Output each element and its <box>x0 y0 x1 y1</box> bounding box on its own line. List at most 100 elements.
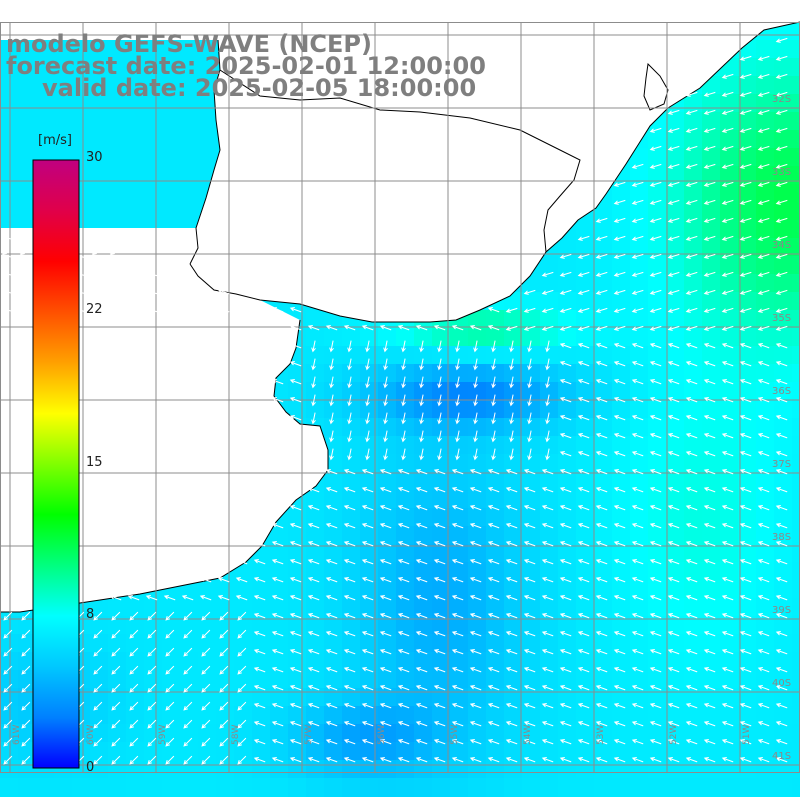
wind-cell <box>522 418 541 437</box>
wind-cell <box>774 670 793 689</box>
wind-cell <box>684 760 703 779</box>
wind-cell <box>342 490 361 509</box>
wind-arrow <box>325 649 338 655</box>
forecast-date: forecast date: 2025-02-01 12:00:00 <box>6 52 486 80</box>
wind-cell <box>18 148 37 167</box>
wind-arrow <box>649 415 662 421</box>
wind-cell <box>18 652 37 671</box>
wind-cell <box>648 202 667 221</box>
wind-arrow <box>721 667 734 673</box>
wind-cell <box>342 436 361 455</box>
wind-arrow <box>721 289 734 295</box>
wind-arrow <box>613 451 626 457</box>
wind-cell <box>576 382 595 401</box>
wind-cell <box>684 544 703 563</box>
wind-arrow <box>93 719 103 729</box>
wind-arrow <box>383 394 388 407</box>
wind-cell <box>54 40 73 59</box>
wind-arrow <box>469 487 482 493</box>
wind-cell <box>738 634 757 653</box>
wind-cell <box>522 688 541 707</box>
wind-arrow <box>739 343 752 349</box>
wind-arrow <box>505 595 518 601</box>
wind-arrow <box>343 325 356 331</box>
wind-cell <box>756 580 775 599</box>
wind-cell <box>18 76 37 95</box>
wind-cell <box>378 742 397 761</box>
wind-cell <box>774 130 793 149</box>
wind-arrow <box>397 559 410 565</box>
wind-cell <box>342 346 361 365</box>
wind-cell <box>486 598 505 617</box>
wind-cell <box>396 490 415 509</box>
wind-cell <box>594 652 613 671</box>
wind-arrow <box>343 523 356 529</box>
wind-arrow <box>505 703 518 709</box>
wind-cell <box>378 544 397 563</box>
wind-cell <box>738 256 757 275</box>
colorbar-tick-8: 8 <box>86 607 95 622</box>
wind-arrow <box>739 505 752 511</box>
wind-arrow <box>201 611 211 621</box>
wind-cell <box>216 706 235 725</box>
wind-arrow <box>433 703 446 709</box>
wind-arrow <box>219 701 229 711</box>
wind-arrow <box>667 397 680 403</box>
wind-cell <box>540 616 559 635</box>
wind-cell <box>36 130 55 149</box>
wind-cell <box>558 490 577 509</box>
wind-cell <box>486 706 505 725</box>
wind-arrow <box>739 667 752 673</box>
wind-cell <box>234 724 253 743</box>
wind-cell <box>720 364 739 383</box>
wind-arrow <box>253 307 266 313</box>
wind-cell <box>756 634 775 653</box>
wind-cell <box>612 616 631 635</box>
wind-cell <box>396 346 415 365</box>
wind-cell <box>306 382 325 401</box>
wind-arrow <box>505 559 518 565</box>
wind-arrow <box>307 325 320 331</box>
wind-cell <box>702 184 721 203</box>
wind-cell <box>252 616 271 635</box>
wind-cell <box>162 652 181 671</box>
wind-cell <box>684 454 703 473</box>
wind-cell <box>702 148 721 167</box>
wind-cell <box>720 418 739 437</box>
wind-arrow <box>757 181 770 187</box>
wind-cell <box>144 688 163 707</box>
wind-arrow <box>415 631 428 637</box>
wind-arrow <box>541 559 554 565</box>
wind-arrow <box>667 505 680 511</box>
wind-arrow <box>703 181 716 187</box>
wind-cell <box>540 364 559 383</box>
wind-cell <box>558 310 577 329</box>
wind-arrow <box>433 649 446 655</box>
wind-cell <box>630 274 649 293</box>
wind-arrow <box>577 487 590 493</box>
wind-arrow <box>235 595 248 601</box>
wind-arrow <box>253 541 266 547</box>
wind-cell <box>180 652 199 671</box>
wind-arrow <box>559 343 572 349</box>
wind-arrow <box>685 721 698 727</box>
wind-cell <box>360 418 379 437</box>
wind-arrow <box>775 739 788 745</box>
wind-cell <box>324 508 343 527</box>
wind-cell <box>738 310 757 329</box>
wind-cell <box>648 184 667 203</box>
wind-cell <box>774 724 793 743</box>
wind-cell <box>324 760 343 779</box>
wind-cell <box>270 562 289 581</box>
wind-cell <box>792 202 800 221</box>
wind-cell <box>702 742 721 761</box>
wind-cell <box>774 706 793 725</box>
wind-arrow <box>271 379 284 385</box>
wind-arrow <box>397 739 410 745</box>
wind-cell <box>270 616 289 635</box>
wind-arrow <box>685 361 698 367</box>
wind-arrow <box>469 703 482 709</box>
wind-arrow <box>757 559 770 565</box>
wind-cell <box>72 112 91 131</box>
wind-arrow <box>129 755 139 765</box>
